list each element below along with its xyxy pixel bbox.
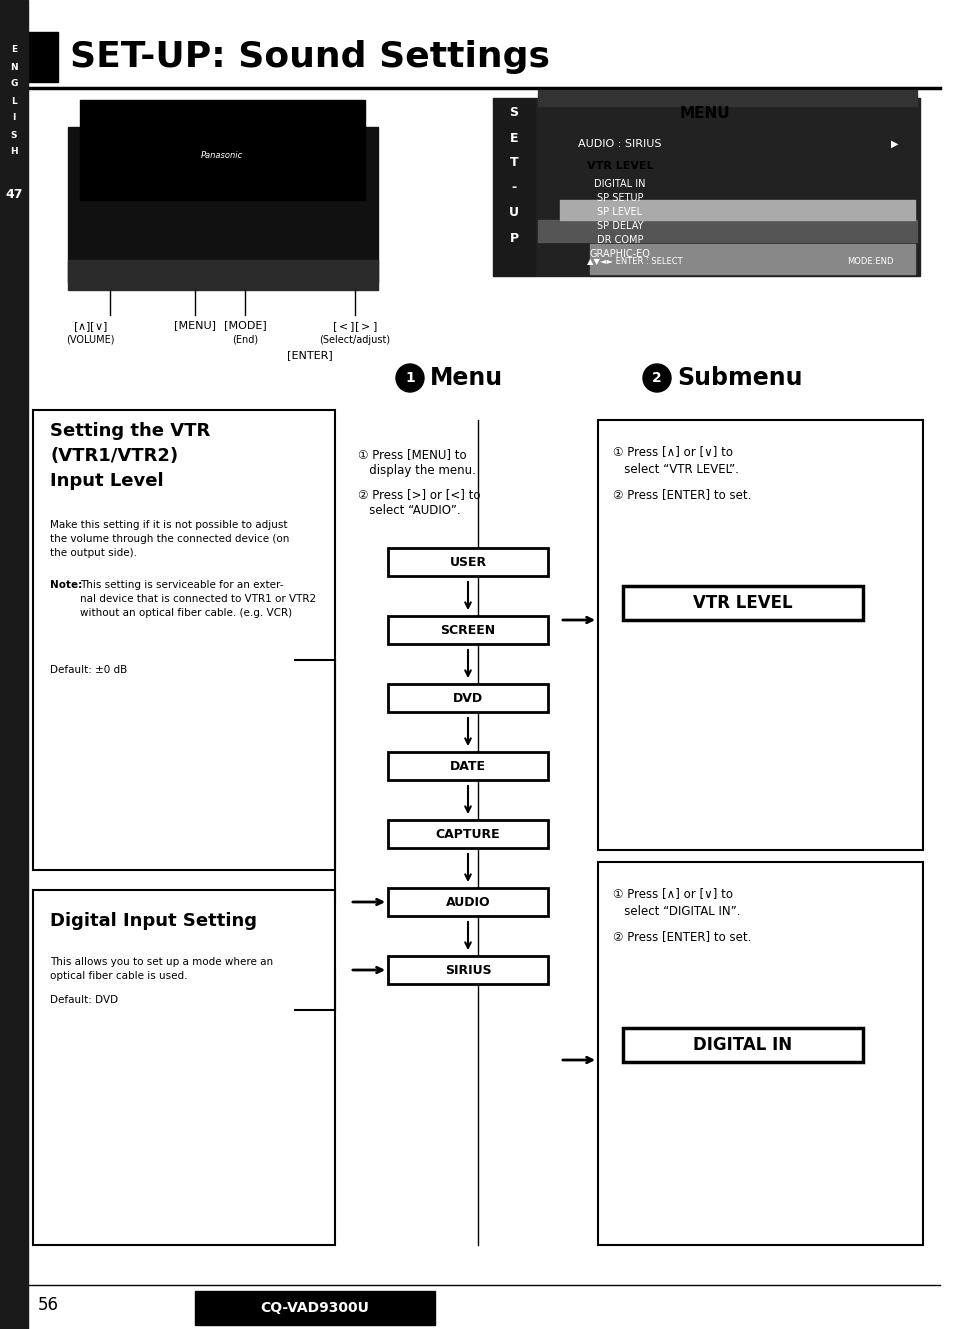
Text: ② Press [ENTER] to set.: ② Press [ENTER] to set. (613, 488, 751, 501)
Text: [MENU]: [MENU] (173, 320, 215, 330)
Bar (194, 1290, 435, 1325)
Text: Menu: Menu (430, 365, 502, 389)
Bar (589, 245, 914, 274)
Bar (622, 1029, 862, 1062)
Text: I: I (12, 113, 15, 122)
Bar (68, 128, 377, 282)
Text: Setting the VTR
(VTR1/VTR2)
Input Level: Setting the VTR (VTR1/VTR2) Input Level (50, 423, 210, 490)
Text: SET-UP: Sound Settings: SET-UP: Sound Settings (70, 40, 550, 74)
FancyBboxPatch shape (33, 890, 335, 1245)
Text: USER: USER (449, 556, 486, 569)
Text: P: P (509, 231, 518, 245)
Text: 56: 56 (38, 1296, 59, 1314)
Text: [ENTER]: [ENTER] (287, 350, 333, 360)
Text: MENU: MENU (679, 106, 730, 121)
Text: DVD: DVD (453, 691, 482, 704)
Text: This setting is serviceable for an exter-
nal device that is connected to VTR1 o: This setting is serviceable for an exter… (80, 579, 315, 618)
Text: SP LEVEL: SP LEVEL (597, 207, 642, 217)
Text: DIGITAL IN: DIGITAL IN (693, 1037, 792, 1054)
Bar (68, 260, 377, 290)
Text: Panasonic: Panasonic (201, 150, 243, 159)
Text: AUDIO : SIRIUS: AUDIO : SIRIUS (578, 140, 661, 149)
Text: DATE: DATE (450, 759, 485, 772)
Text: AUDIO: AUDIO (445, 896, 490, 909)
FancyBboxPatch shape (598, 420, 923, 851)
FancyBboxPatch shape (33, 411, 335, 870)
Bar (493, 98, 535, 276)
Circle shape (642, 364, 670, 392)
Text: Digital Input Setting: Digital Input Setting (50, 912, 256, 930)
Circle shape (395, 364, 423, 392)
Text: U: U (509, 206, 518, 219)
Text: CAPTURE: CAPTURE (436, 828, 499, 840)
Text: CQ-VAD9300U: CQ-VAD9300U (260, 1301, 369, 1314)
Text: VTR LEVEL: VTR LEVEL (693, 594, 792, 611)
Text: T: T (509, 157, 517, 170)
Text: ▲▼◄► ENTER : SELECT: ▲▼◄► ENTER : SELECT (587, 256, 682, 266)
Text: (End): (End) (232, 335, 258, 346)
Text: (Select/adjust): (Select/adjust) (319, 335, 390, 346)
Text: ① Press [MENU] to: ① Press [MENU] to (357, 448, 466, 461)
Text: Submenu: Submenu (677, 365, 801, 389)
Text: 1: 1 (405, 371, 415, 385)
Text: 47: 47 (6, 189, 23, 202)
Text: display the menu.: display the menu. (357, 464, 476, 477)
Text: DR COMP: DR COMP (597, 235, 642, 245)
Bar (80, 100, 365, 199)
Bar (559, 199, 914, 221)
Text: Default: DVD: Default: DVD (50, 995, 118, 1005)
Text: select “AUDIO”.: select “AUDIO”. (357, 504, 460, 517)
Text: SCREEN: SCREEN (440, 623, 495, 637)
Text: SP DELAY: SP DELAY (597, 221, 642, 231)
Text: L: L (11, 97, 17, 105)
Text: ② Press [>] or [<] to: ② Press [>] or [<] to (357, 488, 480, 501)
Text: SP SETUP: SP SETUP (597, 193, 642, 203)
Text: S: S (10, 130, 17, 140)
Text: GRAPHIC-EQ: GRAPHIC-EQ (589, 249, 650, 259)
Text: ② Press [ENTER] to set.: ② Press [ENTER] to set. (613, 930, 751, 944)
Bar (537, 221, 916, 242)
Bar (28, 32, 58, 82)
Text: ① Press [∧] or [∨] to: ① Press [∧] or [∨] to (613, 886, 732, 900)
Text: H: H (10, 148, 18, 157)
Text: [$<$][$>$]: [$<$][$>$] (332, 320, 377, 334)
Text: ① Press [∧] or [∨] to: ① Press [∧] or [∨] to (613, 445, 732, 459)
Bar (0, 0, 28, 1329)
Text: select “DIGITAL IN”.: select “DIGITAL IN”. (613, 905, 740, 918)
Text: MODE:END: MODE:END (846, 256, 892, 266)
Text: N: N (10, 62, 18, 72)
FancyBboxPatch shape (598, 863, 923, 1245)
Text: ▶: ▶ (890, 140, 898, 149)
Text: [$\wedge$][$\vee$]: [$\wedge$][$\vee$] (72, 320, 108, 334)
Bar (537, 90, 916, 106)
Bar (622, 586, 862, 621)
Bar (535, 98, 919, 276)
Text: 2: 2 (652, 371, 661, 385)
Text: VTR LEVEL: VTR LEVEL (586, 161, 653, 171)
Text: G: G (10, 80, 18, 89)
Text: This allows you to set up a mode where an
optical fiber cable is used.: This allows you to set up a mode where a… (50, 957, 273, 981)
Bar (388, 752, 547, 780)
Bar (388, 820, 547, 848)
Text: DIGITAL IN: DIGITAL IN (594, 179, 645, 189)
Bar (388, 548, 547, 575)
Text: SIRIUS: SIRIUS (444, 964, 491, 977)
Bar (388, 956, 547, 983)
Text: E: E (10, 45, 17, 54)
Text: Default: ±0 dB: Default: ±0 dB (50, 664, 127, 675)
Text: S: S (509, 106, 518, 120)
Text: Make this setting if it is not possible to adjust
the volume through the connect: Make this setting if it is not possible … (50, 520, 289, 558)
Text: (VOLUME): (VOLUME) (66, 335, 114, 346)
Text: select “VTR LEVEL”.: select “VTR LEVEL”. (613, 462, 739, 476)
Text: -: - (511, 182, 516, 194)
Text: [MODE]: [MODE] (223, 320, 266, 330)
Bar (388, 684, 547, 712)
Bar (388, 888, 547, 916)
Text: E: E (509, 132, 517, 145)
Bar (388, 617, 547, 645)
Text: Note:: Note: (50, 579, 82, 590)
